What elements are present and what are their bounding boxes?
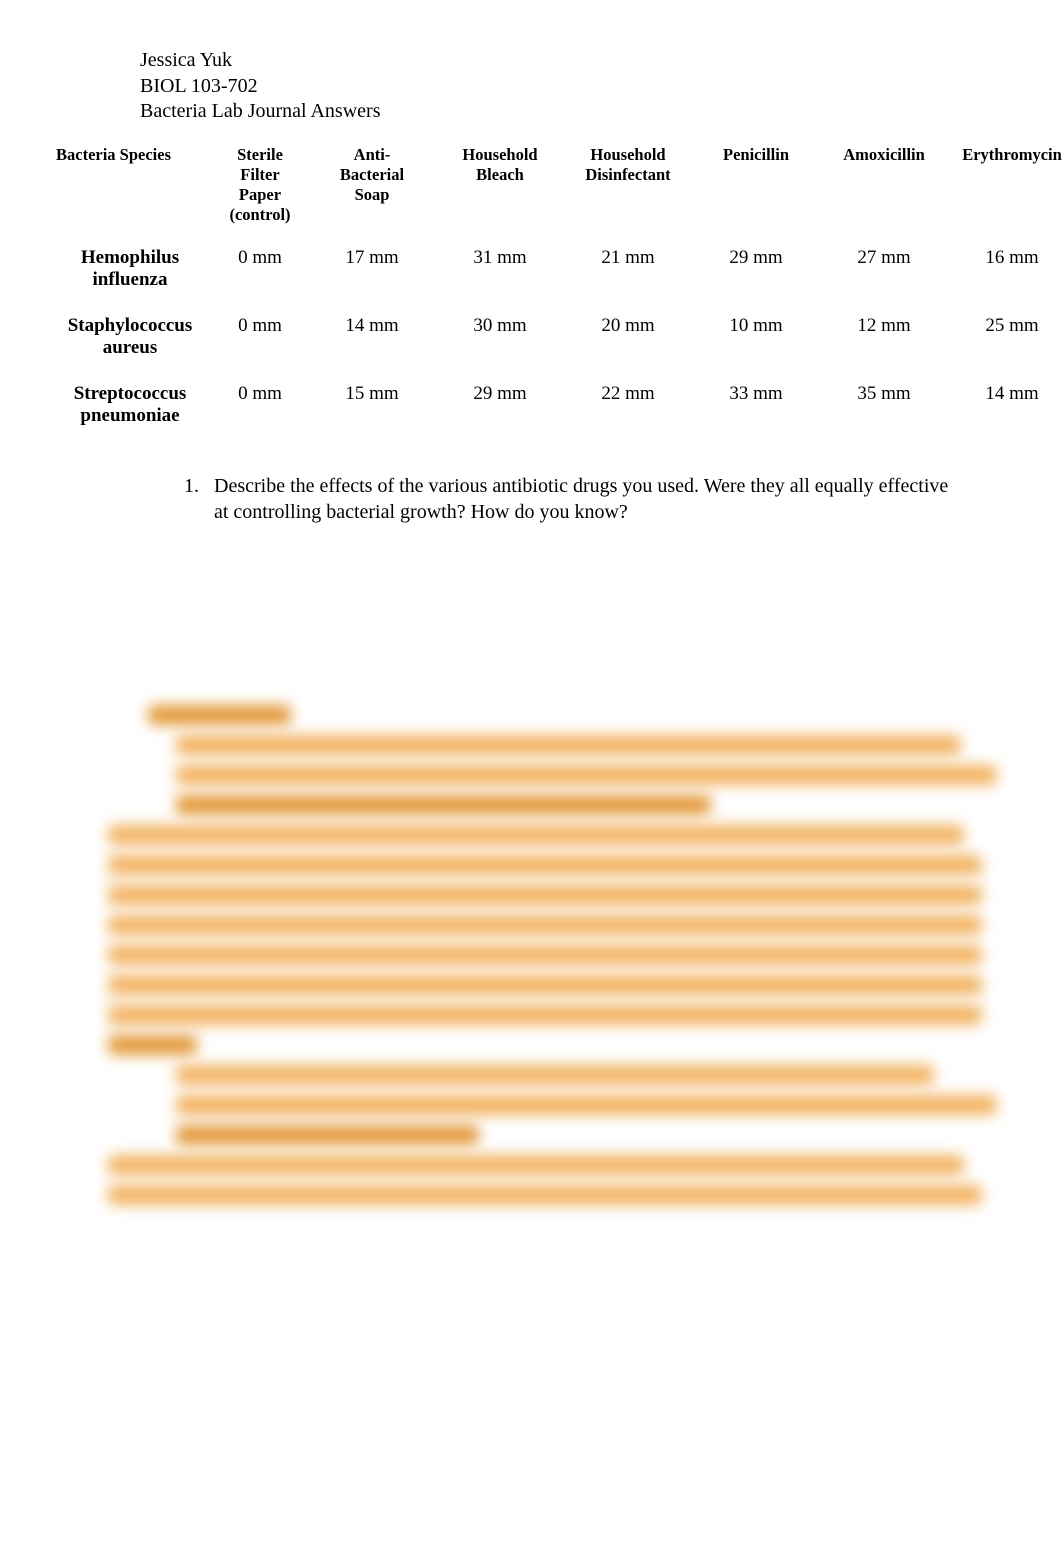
col-header-penicillin: Penicillin	[692, 139, 820, 236]
value-cell: 35 mm	[820, 371, 948, 439]
obscured-line	[108, 855, 982, 875]
value-cell: 30 mm	[436, 303, 564, 371]
obscured-line	[108, 975, 982, 995]
col-header-control: SterileFilterPaper(control)	[212, 139, 308, 236]
value-cell: 10 mm	[692, 303, 820, 371]
question-text: Describe the effects of the various anti…	[214, 473, 962, 525]
obscured-line	[176, 1095, 997, 1115]
value-cell: 14 mm	[948, 371, 1062, 439]
value-cell: 17 mm	[308, 235, 436, 303]
obscured-line	[108, 915, 982, 935]
table-row: Streptococcuspneumoniae0 mm15 mm29 mm22 …	[52, 371, 1062, 439]
value-cell: 31 mm	[436, 235, 564, 303]
value-cell: 27 mm	[820, 235, 948, 303]
question-1: 1. Describe the effects of the various a…	[184, 473, 962, 525]
value-cell: 14 mm	[308, 303, 436, 371]
student-name: Jessica Yuk	[140, 48, 1010, 74]
species-cell: Staphylococcusaureus	[52, 303, 212, 371]
value-cell: 21 mm	[564, 235, 692, 303]
inhibition-zone-table: Bacteria Species SterileFilterPaper(cont…	[52, 139, 1062, 440]
col-header-amoxicillin: Amoxicillin	[820, 139, 948, 236]
value-cell: 0 mm	[212, 371, 308, 439]
obscured-line	[108, 1005, 982, 1025]
value-cell: 12 mm	[820, 303, 948, 371]
col-header-disinfectant: HouseholdDisinfectant	[564, 139, 692, 236]
value-cell: 20 mm	[564, 303, 692, 371]
value-cell: 0 mm	[212, 303, 308, 371]
col-header-bleach: HouseholdBleach	[436, 139, 564, 236]
value-cell: 29 mm	[692, 235, 820, 303]
obscured-line	[108, 945, 982, 965]
course-code: BIOL 103-702	[140, 74, 1010, 100]
col-header-erythromycin: Erythromycin	[948, 139, 1062, 236]
value-cell: 29 mm	[436, 371, 564, 439]
table-body: Hemophilusinfluenza0 mm17 mm31 mm21 mm29…	[52, 235, 1062, 439]
value-cell: 33 mm	[692, 371, 820, 439]
table-row: Staphylococcusaureus0 mm14 mm30 mm20 mm1…	[52, 303, 1062, 371]
obscured-line	[108, 885, 982, 905]
document-title: Bacteria Lab Journal Answers	[140, 99, 1010, 125]
value-cell: 16 mm	[948, 235, 1062, 303]
value-cell: 0 mm	[212, 235, 308, 303]
species-cell: Hemophilusinfluenza	[52, 235, 212, 303]
col-header-species: Bacteria Species	[52, 139, 212, 236]
obscured-line	[176, 1065, 934, 1085]
obscured-answer-region	[108, 705, 1000, 1205]
table-row: Hemophilusinfluenza0 mm17 mm31 mm21 mm29…	[52, 235, 1062, 303]
value-cell: 15 mm	[308, 371, 436, 439]
obscured-line	[148, 705, 291, 725]
obscured-line	[176, 1125, 479, 1145]
obscured-line	[108, 1155, 964, 1175]
value-cell: 22 mm	[564, 371, 692, 439]
table-header-row: Bacteria Species SterileFilterPaper(cont…	[52, 139, 1062, 236]
obscured-line	[176, 795, 711, 815]
obscured-line	[108, 1035, 197, 1055]
col-header-soap: Anti-BacterialSoap	[308, 139, 436, 236]
obscured-line	[176, 735, 961, 755]
obscured-line	[108, 1185, 982, 1205]
document-header: Jessica Yuk BIOL 103-702 Bacteria Lab Jo…	[140, 48, 1010, 125]
value-cell: 25 mm	[948, 303, 1062, 371]
obscured-line	[176, 765, 997, 785]
species-cell: Streptococcuspneumoniae	[52, 371, 212, 439]
question-number: 1.	[184, 473, 214, 525]
obscured-line	[108, 825, 964, 845]
